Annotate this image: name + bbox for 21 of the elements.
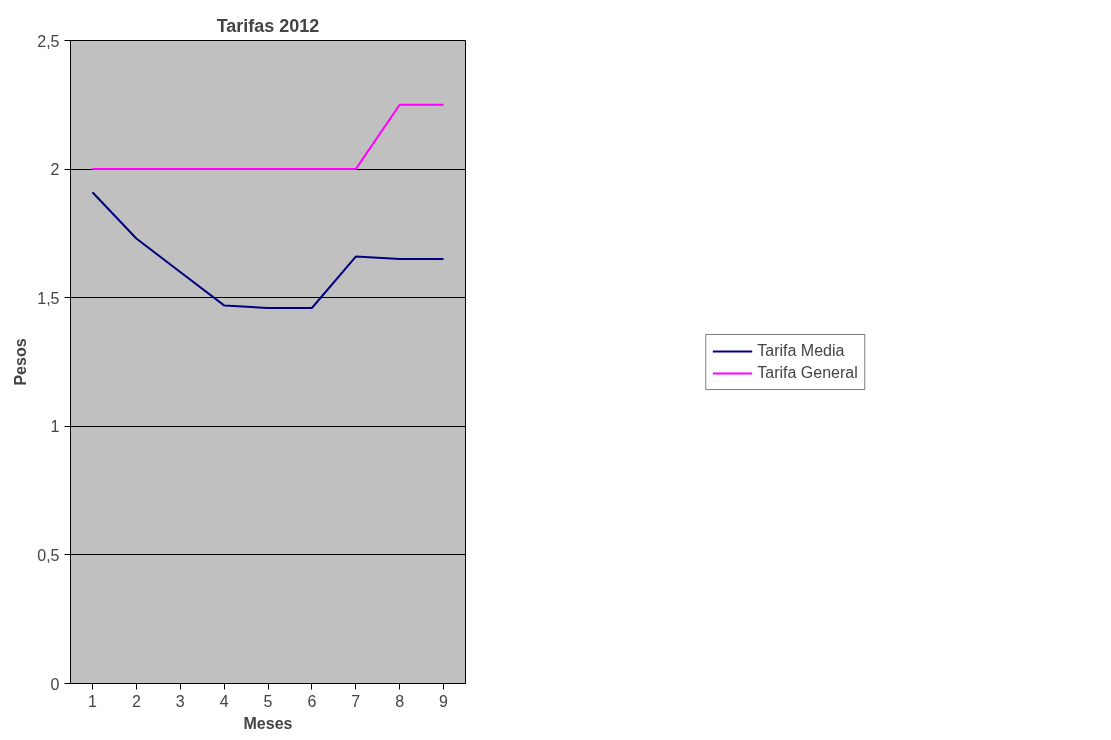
y-axis-title: Pesos xyxy=(12,338,30,386)
x-tick-label: 9 xyxy=(439,692,449,710)
y-tick-label: 2 xyxy=(50,161,60,179)
x-tick-label: 8 xyxy=(395,692,405,710)
x-tick-label: 6 xyxy=(307,692,317,710)
y-tick-label: 1 xyxy=(50,418,60,436)
x-axis-title: Meses xyxy=(243,714,293,732)
x-tick-label: 7 xyxy=(351,692,361,710)
y-tick-label: 2,5 xyxy=(37,32,60,50)
legend-label: Tarifa General xyxy=(757,363,858,382)
x-tick-label: 3 xyxy=(175,692,185,710)
x-tick-label: 4 xyxy=(219,692,229,710)
y-tick-label: 0,5 xyxy=(37,546,60,564)
x-tick-label: 5 xyxy=(263,692,273,710)
line-series xyxy=(91,191,445,309)
y-tick-label: 1,5 xyxy=(37,289,60,307)
y-tick-label: 0 xyxy=(50,675,60,693)
chart-title: Tarifas 2012 xyxy=(216,15,320,36)
legend-label: Tarifa Media xyxy=(757,341,845,360)
x-tick-label: 1 xyxy=(88,692,97,710)
x-tick-label: 2 xyxy=(131,692,141,710)
